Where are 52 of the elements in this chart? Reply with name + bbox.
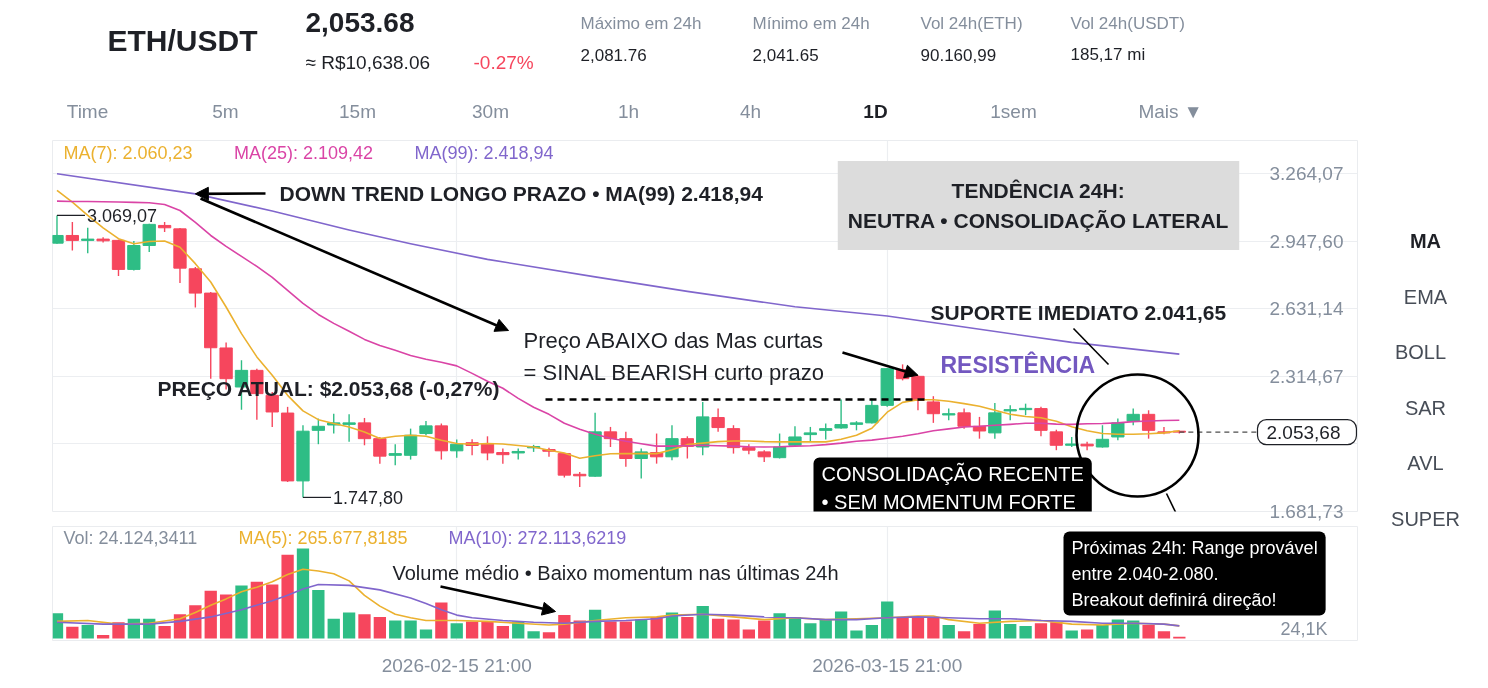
text: EMA bbox=[1403, 285, 1448, 308]
text: 5m bbox=[212, 101, 239, 122]
annotation: 3.069,07 bbox=[86, 205, 158, 226]
text: MA(99): 2.418,94 bbox=[414, 142, 554, 163]
series-label: MA(5): 265.677,8185 bbox=[238, 527, 408, 548]
series-label: MA(7): 2.060,23 bbox=[63, 142, 193, 163]
text: Mais ▼ bbox=[1138, 101, 1203, 122]
text: 30m bbox=[472, 101, 509, 122]
text: ≈ R$10,638.06 bbox=[305, 52, 431, 73]
text: 2,041.65 bbox=[752, 45, 819, 65]
annotation: RESISTÊNCIA bbox=[940, 350, 1096, 378]
x-tick-label: 2026-02-15 21:00 bbox=[381, 654, 532, 676]
annotation: Próximas 24h: Range provável entre 2.040-2.080. Breakout definirá direção! bbox=[1071, 537, 1318, 610]
text: Máximo em 24h bbox=[580, 14, 702, 33]
text: MA(10): 272.113,6219 bbox=[448, 527, 627, 548]
y-tick-label: 1.681,73 bbox=[1269, 501, 1344, 522]
x-tick-label: 2026-03-15 21:00 bbox=[812, 654, 963, 676]
text: 1h bbox=[617, 101, 640, 122]
annotation: SUPORTE IMEDIATO 2.041,65 bbox=[930, 301, 1227, 324]
annotation: CONSOLIDAÇÃO RECENTE • SEM MOMENTUM FORTE bbox=[821, 461, 1084, 514]
text: 90.160,99 bbox=[920, 45, 997, 65]
y-tick-label: 3.264,07 bbox=[1269, 163, 1344, 185]
text: 185,17 mi bbox=[1070, 45, 1146, 64]
text: 4h bbox=[739, 101, 762, 122]
text: 1D bbox=[863, 101, 888, 122]
annotation: 24,1K bbox=[1280, 618, 1328, 639]
annotation: TENDÊNCIA 24H: NEUTRA • CONSOLIDAÇÃO LATERAL bbox=[847, 179, 1229, 232]
text: MA bbox=[1409, 229, 1442, 252]
annotation: 1.747,80 bbox=[332, 487, 404, 508]
text: 2,053.68 bbox=[305, 7, 415, 38]
annotation: DOWN TREND LONGO PRAZO • MA(99) 2.418,94 bbox=[279, 182, 764, 205]
text: Vol 24h(USDT) bbox=[1070, 14, 1185, 33]
annotation: Volume médio • Baixo momentum nas últimas 24h bbox=[392, 561, 839, 584]
text: 15m bbox=[339, 101, 376, 122]
annotation: Preço ABAIXO das Mas curtas = SINAL BEARISH curto prazo bbox=[523, 327, 825, 385]
y-tick-label: 2.631,14 bbox=[1269, 298, 1344, 320]
y-tick-label: 2.314,67 bbox=[1269, 365, 1344, 387]
text: SUPER bbox=[1391, 507, 1460, 530]
text: MA(25): 2.109,42 bbox=[234, 142, 374, 163]
text: SAR bbox=[1404, 396, 1447, 419]
text: -0.27% bbox=[473, 52, 534, 73]
text: Time bbox=[66, 101, 109, 122]
y-tick-label: 2.947,60 bbox=[1269, 230, 1344, 252]
text: AVL bbox=[1407, 451, 1444, 474]
text: 2,081.76 bbox=[580, 45, 647, 65]
text: 1sem bbox=[990, 101, 1037, 122]
text: BOLL bbox=[1394, 340, 1447, 363]
chart-title: ETH/USDT bbox=[107, 24, 258, 57]
text: Vol 24h(ETH) bbox=[920, 14, 1023, 33]
text: Vol: 24.124,3411 bbox=[63, 527, 198, 548]
text: Mínimo em 24h bbox=[752, 14, 870, 33]
ref-line-label: 2.053,68 bbox=[1266, 421, 1341, 443]
